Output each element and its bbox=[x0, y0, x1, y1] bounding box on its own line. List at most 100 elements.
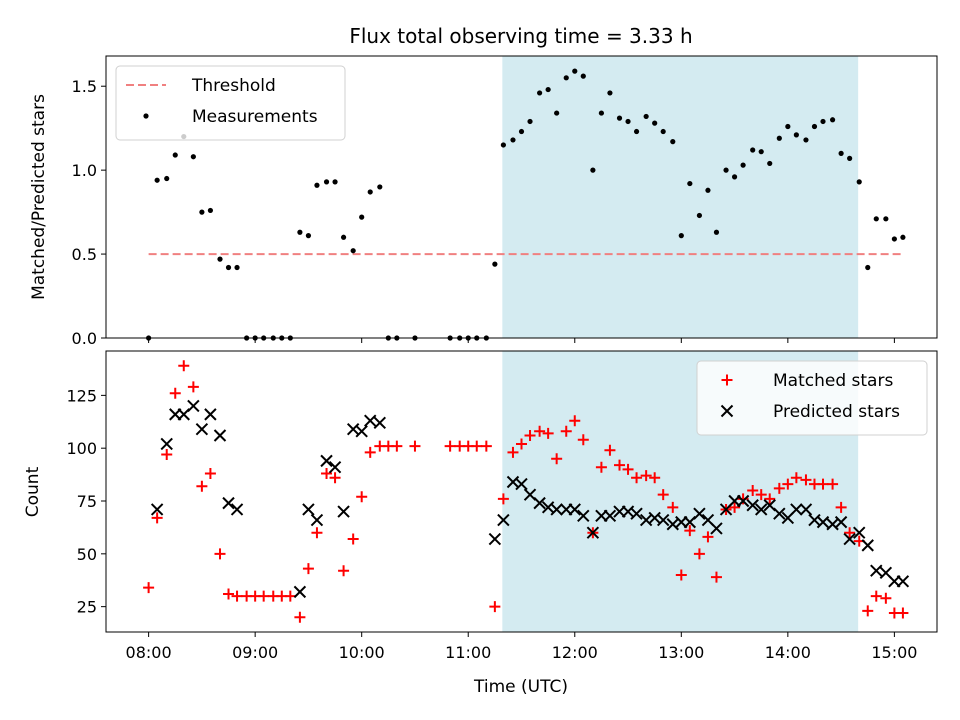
top-dot-point bbox=[172, 152, 178, 158]
bottom-plus-point bbox=[657, 489, 669, 501]
bottom-marks bbox=[143, 360, 910, 623]
bottom-plus-point bbox=[223, 588, 235, 600]
bottom-plus-point bbox=[284, 590, 296, 602]
bottom-x-point bbox=[816, 515, 830, 529]
bottom-panel: 25 50 75 100 125 08:00 09:00 10:00 11:00 12:00 13… bbox=[23, 350, 938, 697]
top-dot-point bbox=[750, 147, 756, 153]
bottom-plus-point bbox=[204, 468, 216, 480]
bottom-x-point bbox=[656, 513, 670, 527]
bottom-plus-point bbox=[321, 468, 333, 480]
bottom-x-point bbox=[568, 503, 581, 516]
top-dot-point bbox=[891, 236, 897, 242]
top-dot-point bbox=[554, 110, 560, 116]
bottom-plus-point bbox=[364, 446, 376, 458]
top-dot-point bbox=[518, 128, 525, 135]
bottom-plus-point bbox=[622, 463, 634, 475]
bottom-x-point bbox=[834, 515, 848, 529]
bottom-x-point bbox=[843, 532, 856, 546]
bottom-xtick-label: 10:00 bbox=[339, 643, 385, 662]
top-dot-point bbox=[234, 264, 240, 271]
top-highlight-span bbox=[502, 56, 859, 338]
bottom-xtick-label: 14:00 bbox=[765, 643, 811, 662]
top-y-axis-label: Matched/Predicted stars bbox=[29, 94, 49, 300]
bottom-plus-point bbox=[897, 607, 909, 619]
top-dot-point bbox=[537, 90, 543, 96]
top-dot-point bbox=[616, 115, 623, 121]
top-dot-point bbox=[723, 167, 729, 173]
bottom-x-point bbox=[337, 505, 350, 518]
bottom-plus-point bbox=[693, 548, 705, 560]
top-dot-point bbox=[580, 73, 586, 79]
bottom-legend: Matched stars Predicted stars bbox=[696, 360, 928, 436]
bottom-x-point bbox=[515, 477, 528, 491]
top-dot-point bbox=[527, 118, 533, 125]
top-ytick-label: 1.0 bbox=[72, 161, 97, 180]
bottom-plus-point bbox=[827, 478, 839, 490]
top-dot-point bbox=[785, 123, 791, 130]
bottom-x-point bbox=[693, 507, 706, 520]
bottom-plus-point bbox=[790, 472, 802, 484]
bottom-plus-point bbox=[151, 512, 163, 524]
bottom-plus-point bbox=[524, 430, 536, 442]
bottom-plus-point bbox=[294, 611, 306, 623]
top-dot-point bbox=[713, 229, 720, 235]
bottom-plus-point bbox=[667, 501, 679, 513]
bottom-plus-point bbox=[444, 440, 456, 452]
top-y-ticks: 0.0 0.5 1.0 1.5 bbox=[72, 77, 106, 348]
bottom-plus-point bbox=[835, 501, 847, 513]
top-dot-point bbox=[590, 167, 596, 173]
top-dot-point bbox=[678, 233, 684, 239]
top-dot-point bbox=[332, 179, 338, 185]
top-dot-point bbox=[207, 207, 214, 214]
top-legend-label: Measurements bbox=[192, 107, 318, 127]
bottom-x-point bbox=[187, 399, 200, 413]
top-dot-point bbox=[883, 216, 889, 222]
bottom-ytick-label: 100 bbox=[66, 439, 97, 458]
top-dot-point bbox=[865, 264, 871, 271]
top-legend-box bbox=[115, 65, 346, 141]
bottom-xtick-label: 12:00 bbox=[552, 643, 598, 662]
bottom-plus-point bbox=[614, 459, 626, 471]
bottom-plus-point bbox=[311, 527, 323, 539]
bottom-x-point bbox=[293, 585, 307, 599]
bottom-x-point bbox=[310, 513, 324, 527]
bottom-x-point bbox=[160, 437, 173, 451]
bottom-plus-point bbox=[196, 480, 208, 492]
bottom-plus-point bbox=[880, 592, 892, 604]
bottom-plus-point bbox=[817, 478, 829, 490]
bottom-series-1 bbox=[150, 399, 910, 599]
top-dot-point bbox=[856, 179, 862, 185]
bottom-plus-point bbox=[862, 605, 874, 617]
bottom-x-point bbox=[213, 429, 227, 442]
top-dot-point bbox=[190, 154, 196, 160]
bottom-x-point bbox=[488, 532, 502, 546]
bottom-plus-point bbox=[773, 482, 785, 494]
bottom-xtick-label: 11:00 bbox=[445, 643, 491, 662]
bottom-plus-point bbox=[347, 533, 359, 545]
bottom-plus-point bbox=[710, 571, 722, 583]
bottom-ytick-label: 125 bbox=[66, 386, 97, 405]
bottom-plus-point bbox=[143, 582, 155, 594]
top-dot-point bbox=[767, 160, 773, 167]
bottom-ytick-label: 25 bbox=[77, 598, 97, 617]
top-dot-point bbox=[340, 234, 347, 240]
bottom-x-point bbox=[736, 494, 750, 508]
bottom-plus-point bbox=[569, 415, 581, 427]
top-dot-point bbox=[510, 137, 516, 143]
top-ytick-label: 0.5 bbox=[72, 245, 97, 264]
bottom-xtick-label: 13:00 bbox=[658, 643, 704, 662]
bottom-plus-point bbox=[391, 440, 403, 452]
top-dot-point bbox=[164, 175, 170, 182]
bottom-ytick-label: 50 bbox=[77, 545, 97, 564]
top-dot-point bbox=[563, 75, 569, 81]
bottom-axes-frame bbox=[105, 350, 938, 633]
top-ytick-label: 0.0 bbox=[72, 329, 97, 348]
bottom-plus-point bbox=[409, 440, 421, 452]
bottom-x-point bbox=[603, 509, 617, 523]
bottom-plus-point bbox=[178, 360, 190, 372]
bottom-plus-point bbox=[187, 381, 199, 393]
top-dot-point bbox=[359, 214, 365, 220]
top-dot-point bbox=[500, 142, 506, 148]
bottom-x-point bbox=[773, 507, 786, 520]
top-dot-point bbox=[731, 174, 738, 180]
